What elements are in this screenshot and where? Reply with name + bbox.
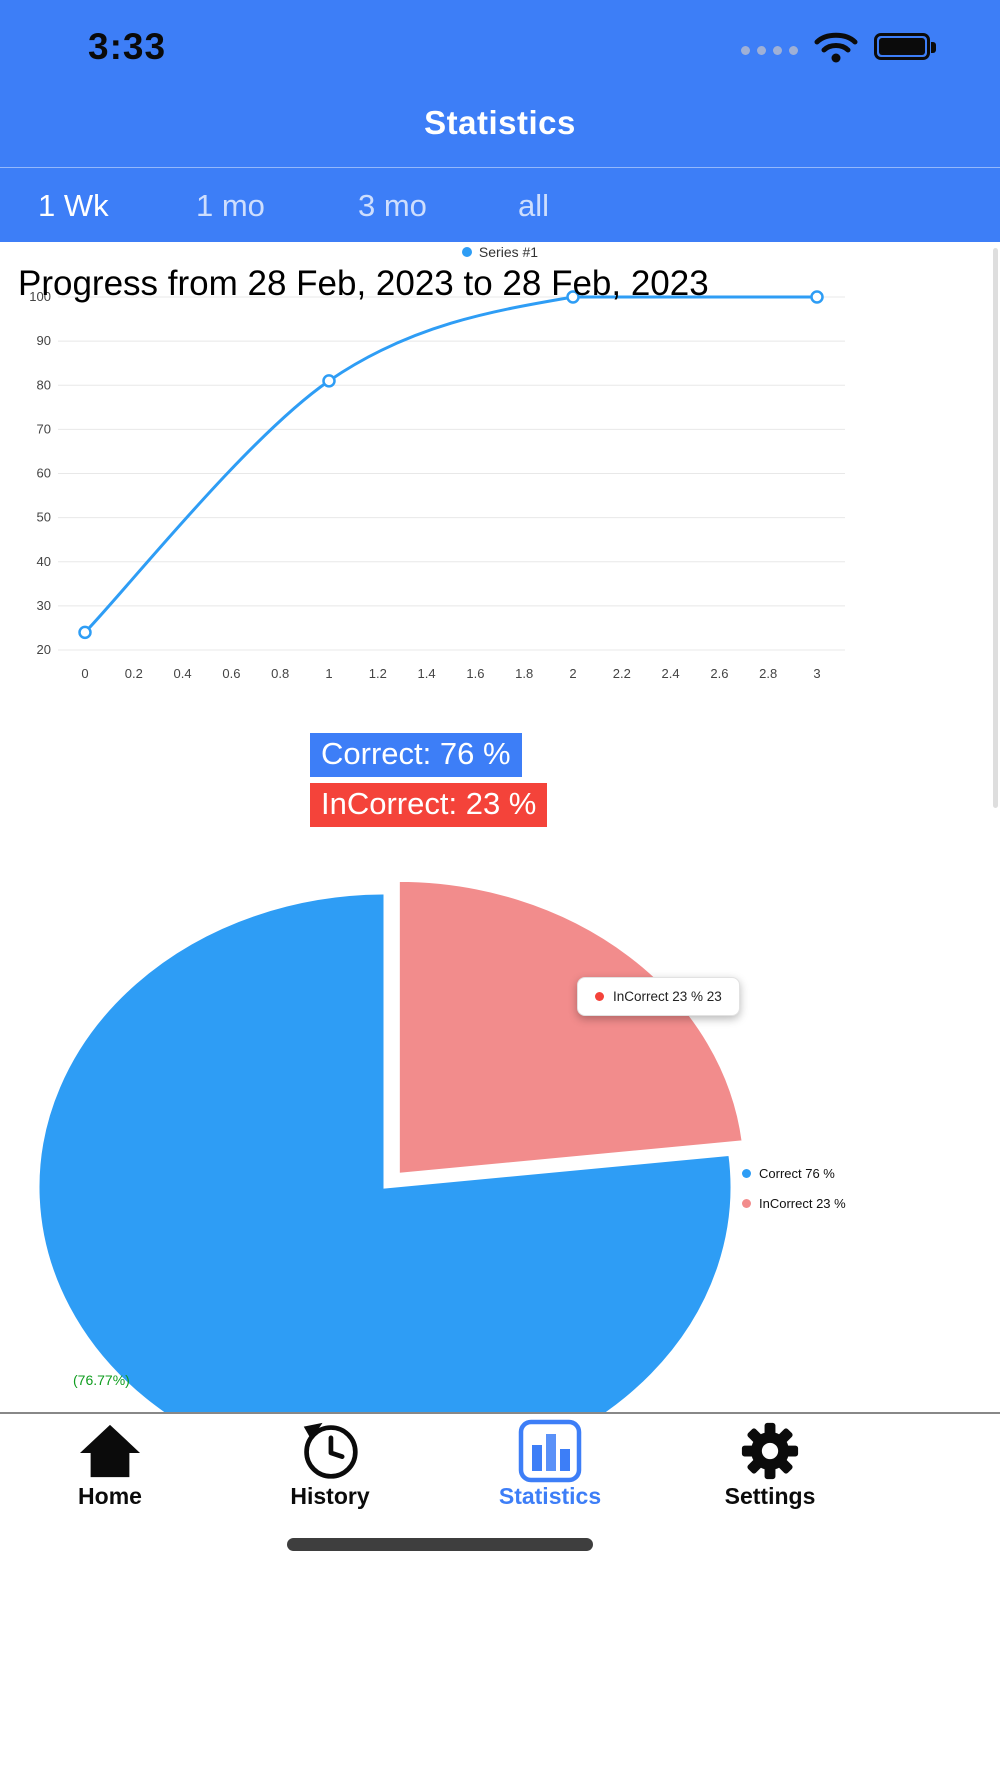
app-header: 3:33 Statistics 1 Wk 1 mo 3 mo all xyxy=(0,0,1000,242)
svg-text:0: 0 xyxy=(81,666,88,681)
score-summary: Correct: 76 % InCorrect: 23 % xyxy=(310,733,548,828)
pie-tooltip: InCorrect 23 % 23 xyxy=(577,977,740,1016)
tab-1-month[interactable]: 1 mo xyxy=(196,188,265,223)
legend-item-incorrect: InCorrect 23 % xyxy=(742,1196,846,1211)
svg-text:30: 30 xyxy=(37,598,51,613)
svg-text:80: 80 xyxy=(37,377,51,392)
svg-text:2: 2 xyxy=(569,666,576,681)
nav-item-settings[interactable]: Settings xyxy=(660,1414,880,1510)
pie-percentage-annotation: (76.77%) xyxy=(73,1372,130,1388)
svg-text:0.2: 0.2 xyxy=(125,666,143,681)
nav-item-statistics[interactable]: Statistics xyxy=(440,1414,660,1510)
nav-item-home[interactable]: Home xyxy=(0,1414,220,1510)
svg-text:2.6: 2.6 xyxy=(710,666,728,681)
bar-chart-icon xyxy=(518,1419,582,1483)
svg-text:90: 90 xyxy=(37,333,51,348)
results-pie-chart[interactable] xyxy=(0,860,1000,1412)
home-icon xyxy=(79,1420,141,1482)
scrollbar[interactable] xyxy=(993,248,998,808)
incorrect-score-badge: InCorrect: 23 % xyxy=(310,783,548,828)
page-title: Statistics xyxy=(424,104,576,141)
svg-text:2.8: 2.8 xyxy=(759,666,777,681)
home-indicator[interactable] xyxy=(287,1538,593,1551)
svg-text:60: 60 xyxy=(37,466,51,481)
cellular-signal-icon xyxy=(741,46,798,55)
incorrect-legend-label: InCorrect 23 % xyxy=(759,1196,846,1211)
progress-line-chart[interactable]: 20 30 40 50 60 70 80 90 100 0 0.2 0.4 0.6 0.8 1 1.2 1.4 1… xyxy=(0,240,1000,690)
line-chart-legend: Series #1 xyxy=(0,244,1000,260)
legend-item-correct: Correct 76 % xyxy=(742,1166,846,1181)
correct-score-badge: Correct: 76 % xyxy=(310,733,522,778)
pie-legend: Correct 76 % InCorrect 23 % xyxy=(742,1166,846,1211)
svg-text:70: 70 xyxy=(37,421,51,436)
nav-label-statistics: Statistics xyxy=(498,1483,602,1509)
nav-label-home: Home xyxy=(78,1483,142,1509)
svg-text:1.2: 1.2 xyxy=(369,666,387,681)
svg-text:0.4: 0.4 xyxy=(174,666,192,681)
svg-text:1.8: 1.8 xyxy=(515,666,533,681)
status-icons xyxy=(741,30,938,63)
svg-text:40: 40 xyxy=(37,554,51,569)
line-chart-title: Progress from 28 Feb, 2023 to 28 Feb, 20… xyxy=(18,264,709,303)
correct-legend-label: Correct 76 % xyxy=(759,1166,835,1181)
svg-text:100: 100 xyxy=(29,289,51,304)
svg-text:50: 50 xyxy=(37,510,51,525)
header-divider xyxy=(0,167,1000,168)
bottom-nav: Home History xyxy=(0,1412,1000,1510)
svg-text:0.6: 0.6 xyxy=(222,666,240,681)
nav-item-history[interactable]: History xyxy=(220,1414,440,1510)
nav-label-settings: Settings xyxy=(724,1483,816,1509)
svg-text:1.6: 1.6 xyxy=(466,666,484,681)
svg-text:20: 20 xyxy=(37,642,51,657)
history-icon xyxy=(300,1420,360,1482)
svg-text:0.8: 0.8 xyxy=(271,666,289,681)
svg-text:2.4: 2.4 xyxy=(662,666,680,681)
status-time: 3:33 xyxy=(88,26,167,67)
series-legend-label: Series #1 xyxy=(478,244,539,260)
correct-legend-dot-icon xyxy=(742,1169,751,1178)
incorrect-legend-dot-icon xyxy=(742,1199,751,1208)
tab-all[interactable]: all xyxy=(518,188,550,223)
tab-3-months[interactable]: 3 mo xyxy=(358,188,427,223)
series-legend-dot-icon xyxy=(461,247,472,257)
nav-label-history: History xyxy=(290,1483,370,1509)
battery-icon xyxy=(874,33,936,60)
tab-1-week[interactable]: 1 Wk xyxy=(38,188,109,223)
gear-icon xyxy=(741,1420,799,1482)
svg-text:3: 3 xyxy=(813,666,820,681)
svg-text:1: 1 xyxy=(325,666,332,681)
wifi-icon xyxy=(814,32,858,63)
tooltip-text: InCorrect 23 % 23 xyxy=(613,989,722,1004)
svg-text:1.4: 1.4 xyxy=(418,666,436,681)
tooltip-dot-icon xyxy=(595,992,604,1001)
svg-text:2.2: 2.2 xyxy=(613,666,631,681)
